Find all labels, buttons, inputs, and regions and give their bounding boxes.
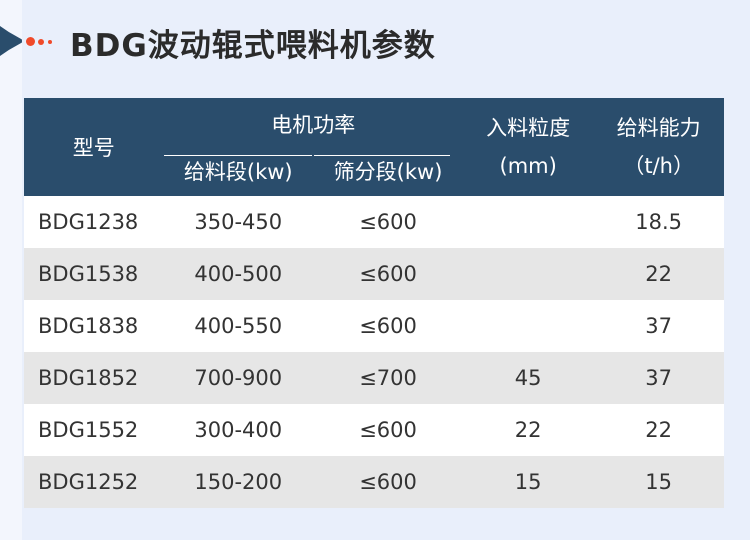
cell-feed-power: 350-450 — [163, 196, 314, 248]
cell-feed-size — [462, 300, 594, 352]
table-row: BDG1838 400-550 ≤600 37 — [24, 300, 724, 352]
cell-feed-power: 400-500 — [163, 248, 314, 300]
cell-screen-power: ≤600 — [313, 248, 463, 300]
cell-feed-size: 15 — [462, 456, 594, 508]
table-row: BDG1252 150-200 ≤600 15 15 — [24, 456, 724, 508]
cell-feed-power: 700-900 — [163, 352, 314, 404]
cell-screen-power: ≤600 — [313, 300, 463, 352]
header-capacity: 给料能力 （t/h） — [593, 98, 724, 196]
cell-capacity: 22 — [593, 248, 724, 300]
header-screen-label: 筛分段(kw) — [333, 159, 443, 184]
header-size-label: 入料粒度 — [486, 116, 571, 140]
cell-screen-power: ≤600 — [313, 456, 463, 508]
cell-feed-power: 150-200 — [163, 456, 314, 508]
cell-model: BDG1538 — [24, 248, 164, 300]
header-screen: 筛分段(kw) — [313, 147, 463, 196]
cell-capacity: 37 — [593, 300, 724, 352]
params-table: 型号 电机功率 入料粒度 (mm) 给料能力 （t/h） 给料段(kw) 筛分段(k… — [24, 98, 724, 508]
cell-model: BDG1552 — [24, 404, 164, 456]
table-row: BDG1852 700-900 ≤700 45 37 — [24, 352, 724, 404]
header-size-unit: (mm) — [499, 154, 557, 178]
left-edge — [0, 0, 22, 540]
cell-capacity: 15 — [593, 456, 724, 508]
page-title: BDG波动辊式喂料机参数 — [70, 28, 436, 64]
cell-feed-power: 400-550 — [163, 300, 314, 352]
header-feed: 给料段(kw) — [163, 147, 314, 196]
dot-icon — [38, 39, 44, 45]
table-row: BDG1552 300-400 ≤600 22 22 — [24, 404, 724, 456]
cell-model: BDG1238 — [24, 196, 164, 248]
cell-feed-size — [462, 248, 594, 300]
cell-model: BDG1852 — [24, 352, 164, 404]
cell-feed-size — [462, 196, 594, 248]
cell-capacity: 37 — [593, 352, 724, 404]
cell-screen-power: ≤700 — [313, 352, 463, 404]
table-row: BDG1238 350-450 ≤600 18.5 — [24, 196, 724, 248]
header-capacity-label: 给料能力 — [616, 116, 701, 140]
cell-feed-size: 45 — [462, 352, 594, 404]
header-size: 入料粒度 (mm) — [462, 98, 594, 196]
dot-icon — [26, 37, 35, 46]
table-row: BDG1538 400-500 ≤600 22 — [24, 248, 724, 300]
header-model: 型号 — [24, 98, 164, 196]
header-capacity-unit: （t/h） — [623, 154, 694, 178]
cell-capacity: 22 — [593, 404, 724, 456]
cell-feed-size: 22 — [462, 404, 594, 456]
cell-model: BDG1838 — [24, 300, 164, 352]
dot-icon — [48, 40, 52, 44]
cell-model: BDG1252 — [24, 456, 164, 508]
header-power: 电机功率 — [163, 98, 463, 147]
header-feed-label: 给料段(kw) — [183, 159, 293, 184]
cell-screen-power: ≤600 — [313, 196, 463, 248]
cell-screen-power: ≤600 — [313, 404, 463, 456]
cell-capacity: 18.5 — [593, 196, 724, 248]
cell-feed-power: 300-400 — [163, 404, 314, 456]
